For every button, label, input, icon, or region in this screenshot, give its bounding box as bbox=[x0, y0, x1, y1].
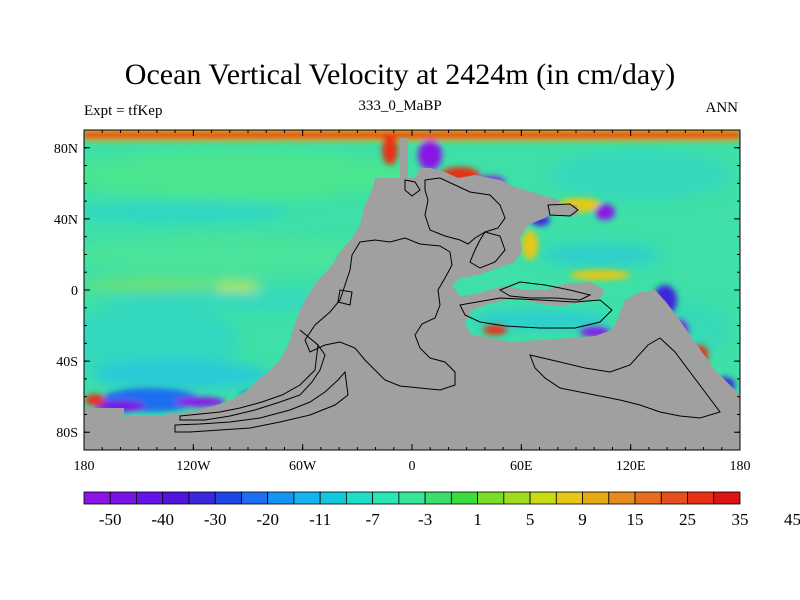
colorbar-swatch bbox=[162, 491, 190, 505]
colorbar-swatch bbox=[713, 491, 741, 505]
x-tick-label: 60E bbox=[510, 459, 533, 474]
colorbar-swatch bbox=[660, 491, 688, 505]
colorbar: -50 -40 -30 -20 -11 -7 -3 1 5 9 15 25 35 45 bbox=[83, 491, 800, 529]
colorbar-label: 45 bbox=[784, 510, 800, 529]
colorbar-swatch bbox=[83, 491, 111, 505]
y-tick-label: 80N bbox=[54, 142, 78, 157]
experiment-label: Expt = tfKep bbox=[84, 103, 163, 119]
colorbar-label: 15 bbox=[627, 510, 644, 529]
colorbar-label: -40 bbox=[151, 510, 174, 529]
colorbar-swatch bbox=[188, 491, 216, 505]
colorbar-label: -7 bbox=[366, 510, 381, 529]
colorbar-swatch bbox=[529, 491, 557, 505]
y-tick-label: 0 bbox=[71, 284, 78, 299]
colorbar-label: 1 bbox=[473, 510, 482, 529]
colorbar-swatch bbox=[136, 491, 164, 505]
colorbar-label: -20 bbox=[256, 510, 279, 529]
colorbar-swatch bbox=[267, 491, 295, 505]
colorbar-swatch bbox=[477, 491, 505, 505]
colorbar-swatch bbox=[555, 491, 583, 505]
colorbar-swatch bbox=[424, 491, 452, 505]
colorbar-swatch bbox=[582, 491, 610, 505]
colorbar-swatch bbox=[345, 491, 374, 505]
colorbar-swatch bbox=[109, 491, 137, 505]
y-tick-label: 40N bbox=[54, 213, 78, 228]
x-tick-label: 180 bbox=[74, 459, 95, 474]
colorbar-swatch bbox=[241, 491, 269, 505]
colorbar-swatch bbox=[503, 491, 531, 505]
colorbar-label: 5 bbox=[526, 510, 535, 529]
colorbar-swatch bbox=[398, 491, 426, 505]
y-tick-label: 40S bbox=[56, 355, 78, 370]
colorbar-swatch bbox=[634, 491, 662, 505]
map-title: Ocean Vertical Velocity at 2424m (in cm/… bbox=[124, 58, 676, 91]
colorbar-label: -30 bbox=[204, 510, 227, 529]
y-axis-ticks: 80N 40N 0 40S 80S bbox=[54, 129, 740, 451]
colorbar-label: -11 bbox=[309, 510, 331, 529]
colorbar-swatch bbox=[319, 491, 347, 505]
colorbar-label: -3 bbox=[418, 510, 432, 529]
y-tick-label: 80S bbox=[56, 426, 78, 441]
colorbar-swatch bbox=[372, 491, 400, 505]
x-tick-label: 60W bbox=[289, 459, 317, 474]
colorbar-label: 35 bbox=[732, 510, 749, 529]
colorbar-swatch bbox=[687, 491, 715, 505]
x-tick-label: 180 bbox=[730, 459, 751, 474]
continent-outlines bbox=[174, 177, 721, 433]
colorbar-label: -50 bbox=[99, 510, 122, 529]
x-axis-ticks: 180 120W 60W 0 60E 120E 180 bbox=[74, 130, 751, 474]
map-subtitle: 333_0_MaBP bbox=[358, 98, 442, 114]
colorbar-swatch bbox=[608, 491, 636, 505]
colorbar-swatch bbox=[214, 491, 242, 505]
x-tick-label: 120W bbox=[176, 459, 211, 474]
colorbar-swatch bbox=[293, 491, 321, 505]
colorbar-label: 25 bbox=[679, 510, 696, 529]
map-plot-area bbox=[84, 130, 740, 450]
season-label: ANN bbox=[705, 100, 739, 116]
colorbar-swatch bbox=[450, 491, 478, 505]
colorbar-label: 9 bbox=[578, 510, 587, 529]
x-tick-label: 0 bbox=[409, 459, 416, 474]
x-tick-label: 120E bbox=[616, 459, 646, 474]
